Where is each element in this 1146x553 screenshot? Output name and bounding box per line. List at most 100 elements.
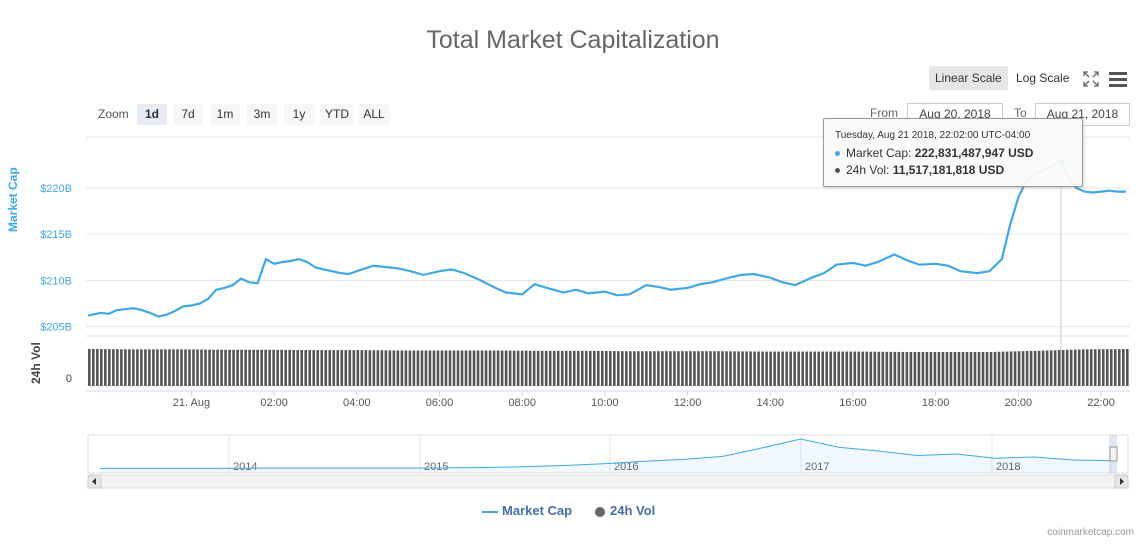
volume-bar xyxy=(785,351,788,386)
volume-bar xyxy=(592,350,596,386)
legend-line-icon xyxy=(482,510,498,513)
volume-bar xyxy=(348,350,352,386)
zoom-1d-button[interactable]: 1d xyxy=(137,104,167,125)
volume-bar xyxy=(324,350,328,386)
volume-bar xyxy=(88,349,91,386)
volume-bar xyxy=(240,349,243,386)
volume-bar xyxy=(1101,349,1105,386)
volume-bar xyxy=(328,350,332,386)
scroll-right-icon xyxy=(1120,478,1124,485)
linear-scale-button[interactable]: Linear Scale xyxy=(929,66,1008,90)
y-tick-label: $215B xyxy=(40,229,72,241)
volume-bar xyxy=(701,351,704,386)
volume-bar xyxy=(212,349,215,386)
volume-bar xyxy=(420,350,424,386)
x-tick-label: 18:00 xyxy=(922,397,950,409)
volume-bar xyxy=(1001,351,1005,386)
volume-bar xyxy=(232,349,235,386)
volume-bar xyxy=(761,351,764,386)
volume-bar xyxy=(248,349,251,386)
volume-bar xyxy=(236,349,239,386)
volume-bar xyxy=(552,350,556,386)
volume-bar xyxy=(1093,349,1097,386)
volume-bar xyxy=(669,351,672,386)
volume-bar xyxy=(805,351,808,386)
zoom-1y-button[interactable]: 1y xyxy=(284,104,314,125)
volume-bar xyxy=(1061,349,1065,386)
volume-bar xyxy=(452,350,456,386)
volume-bar xyxy=(877,351,881,386)
volume-bar xyxy=(416,350,420,386)
menu-icon[interactable] xyxy=(1107,70,1129,88)
navigator-tick-label: 2015 xyxy=(424,461,448,473)
volume-bar xyxy=(308,350,312,386)
volume-bar xyxy=(264,349,267,386)
legend-volume[interactable]: 24h Vol xyxy=(594,503,655,518)
volume-bar xyxy=(508,350,512,386)
volume-bar xyxy=(352,350,356,386)
volume-bar xyxy=(613,351,616,386)
volume-bar xyxy=(284,349,287,386)
volume-bar xyxy=(1077,349,1081,386)
volume-bar xyxy=(637,351,640,386)
volume-bar xyxy=(120,349,123,386)
volume-bar xyxy=(440,350,444,386)
volume-bar xyxy=(340,350,344,386)
volume-bar xyxy=(1085,349,1089,386)
volume-bar xyxy=(224,349,227,386)
volume-bar xyxy=(204,349,207,386)
zoom-ytd-button[interactable]: YTD xyxy=(320,104,354,125)
volume-bar xyxy=(524,350,528,386)
range-from-label: From xyxy=(870,106,898,120)
volume-bar xyxy=(488,350,492,386)
legend-market-cap[interactable]: Market Cap xyxy=(482,503,572,518)
volume-bar xyxy=(1117,349,1121,386)
navigator-tick-label: 2018 xyxy=(996,461,1020,473)
volume-bar xyxy=(729,351,732,386)
volume-bar xyxy=(448,350,452,386)
volume-bar xyxy=(1105,349,1109,386)
volume-bar xyxy=(572,350,576,386)
volume-bar xyxy=(588,350,592,386)
y-tick-label: $210B xyxy=(40,275,72,287)
volume-bar xyxy=(993,351,997,386)
tooltip-volume: 24h Vol: 11,517,181,818 USD xyxy=(835,163,1004,177)
volume-dot-icon xyxy=(835,168,840,174)
volume-bar xyxy=(693,351,696,386)
volume-bar xyxy=(600,350,604,386)
volume-bar xyxy=(96,349,99,386)
navigator-scrollbar[interactable] xyxy=(87,474,1129,489)
volume-bar xyxy=(1073,349,1077,386)
volume-bar xyxy=(292,349,295,386)
volume-bar xyxy=(384,350,388,386)
volume-bar xyxy=(464,350,468,386)
source-credit: coinmarketcap.com xyxy=(1047,527,1134,538)
volume-bar xyxy=(681,351,684,386)
volume-bar xyxy=(809,351,812,386)
volume-bar xyxy=(689,351,692,386)
volume-bar xyxy=(849,351,853,386)
volume-bar xyxy=(108,349,111,386)
volume-bar xyxy=(268,349,271,386)
volume-bar xyxy=(456,350,460,386)
zoom-3m-button[interactable]: 3m xyxy=(247,104,277,125)
volume-bar xyxy=(1017,351,1021,386)
volume-bar xyxy=(172,349,175,386)
fullscreen-icon[interactable] xyxy=(1082,70,1100,88)
log-scale-button[interactable]: Log Scale xyxy=(1016,71,1070,85)
volume-bar xyxy=(304,350,308,386)
zoom-1m-button[interactable]: 1m xyxy=(210,104,240,125)
volume-bar xyxy=(777,351,780,386)
zoom-label: Zoom xyxy=(98,107,129,121)
volume-bar xyxy=(817,351,821,386)
volume-bar xyxy=(985,351,989,386)
volume-bar xyxy=(773,351,776,386)
zoom-7d-button[interactable]: 7d xyxy=(173,104,203,125)
volume-bar xyxy=(468,350,472,386)
navigator-handle[interactable] xyxy=(1109,446,1118,462)
volume-bar xyxy=(741,351,744,386)
volume-bar xyxy=(713,351,716,386)
zoom-all-button[interactable]: ALL xyxy=(358,104,390,125)
chart-title: Total Market Capitalization xyxy=(426,26,720,54)
